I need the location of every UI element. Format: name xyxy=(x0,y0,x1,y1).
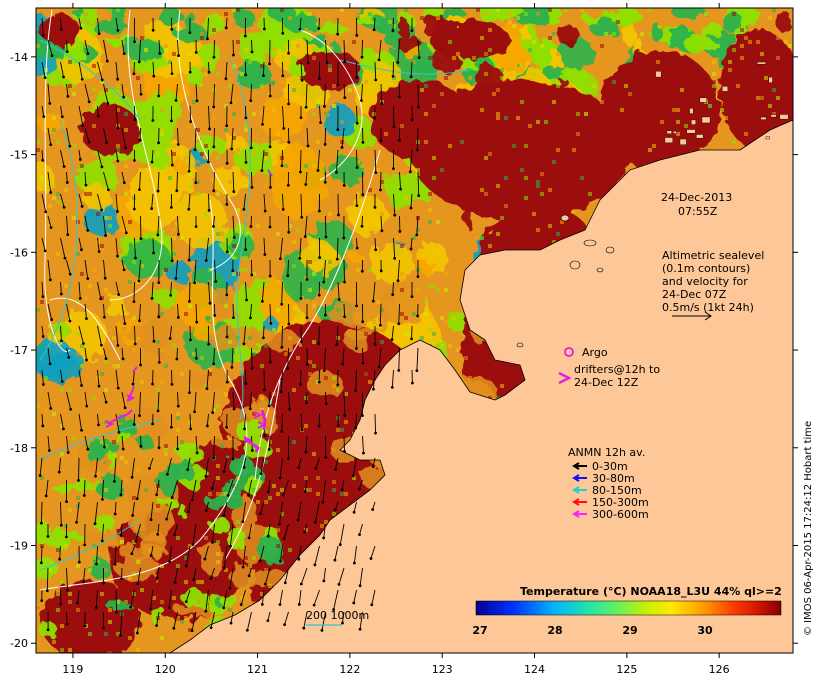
lon-tick-label: 125 xyxy=(616,663,637,676)
lat-tick-label: -17 xyxy=(10,344,28,357)
anmn-legend-item: 0-30m xyxy=(572,460,628,473)
anmn-item-label: 30-80m xyxy=(592,472,635,485)
anmn-item-label: 0-30m xyxy=(592,460,628,473)
scale-arrow-icon xyxy=(672,311,712,321)
anmn-item-label: 150-300m xyxy=(592,496,649,509)
drifter-line-2: 24-Dec 12Z xyxy=(574,376,639,389)
lat-tick-label: -14 xyxy=(10,51,28,64)
lon-tick-label: 122 xyxy=(339,663,360,676)
anmn-item-label: 80-150m xyxy=(592,484,642,497)
altimetry-legend: Altimetric sealevel (0.1m contours) and … xyxy=(662,249,764,321)
anmn-legend-item: 80-150m xyxy=(572,484,642,497)
anmn-legend-item: 300-600m xyxy=(572,508,649,521)
altimetry-line-1: Altimetric sealevel xyxy=(662,249,764,262)
argo-label: Argo xyxy=(582,346,608,359)
longitude-axis: 119 120 121 122 123 124 125 126 xyxy=(62,3,730,676)
latitude-axis: -14 -15 -16 -17 -18 -19 -20 xyxy=(10,51,798,650)
lat-tick-label: -15 xyxy=(10,149,28,162)
drifter-tracks xyxy=(105,169,273,453)
isobath-legend: 200 1000m xyxy=(306,609,369,626)
drifter-legend: drifters@12h to 24-Dec 12Z xyxy=(558,363,660,389)
colorbar-tick-label: 27 xyxy=(472,624,487,637)
velocity-arrows xyxy=(38,17,421,637)
colorbar-title: Temperature (°C) NOAA18_L3U 44% ql>=2 xyxy=(520,585,782,598)
lon-tick-label: 121 xyxy=(247,663,268,676)
altimetry-line-4: 24-Dec 07Z xyxy=(662,288,727,301)
lon-tick-label: 124 xyxy=(524,663,545,676)
lon-tick-label: 119 xyxy=(62,663,83,676)
lat-tick-label: -16 xyxy=(10,246,28,259)
altimetry-line-3: and velocity for xyxy=(662,275,748,288)
isobath-label: 200 1000m xyxy=(306,609,369,622)
lat-tick-label: -19 xyxy=(10,540,28,553)
lat-tick-label: -18 xyxy=(10,442,28,455)
drifter-chevron-icon xyxy=(558,371,572,385)
colorbar-tick-label: 30 xyxy=(697,624,713,637)
argo-legend: Argo xyxy=(564,346,608,359)
anmn-legend-item: 150-300m xyxy=(572,496,649,509)
colorbar-gradient xyxy=(475,600,782,616)
anmn-legend: ANMN 12h av. 0-30m30-80m80-150m150-300m3… xyxy=(568,446,649,521)
lon-tick-label: 123 xyxy=(432,663,453,676)
map-plot xyxy=(36,8,793,653)
lat-tick-label: -20 xyxy=(10,637,28,650)
anmn-legend-item: 30-80m xyxy=(572,472,635,485)
anmn-title: ANMN 12h av. xyxy=(568,446,645,459)
lon-tick-label: 126 xyxy=(709,663,730,676)
date-label: 24-Dec-2013 xyxy=(661,191,732,204)
drifter-line-1: drifters@12h to xyxy=(574,363,660,376)
lon-tick-label: 120 xyxy=(155,663,176,676)
altimetry-line-2: (0.1m contours) xyxy=(662,262,750,275)
argo-circle-icon xyxy=(564,347,574,357)
anmn-item-label: 300-600m xyxy=(592,508,649,521)
land-mass xyxy=(169,61,793,653)
colorbar-ticks: 27 28 29 30 xyxy=(472,624,713,637)
colorbar-tick-label: 28 xyxy=(547,624,562,637)
plot-frame xyxy=(35,7,794,654)
time-label: 07:55Z xyxy=(678,205,718,218)
altimetry-line-5: 0.5m/s (1kt 24h) xyxy=(662,301,754,314)
colorbar-tick-label: 29 xyxy=(622,624,637,637)
side-credit: © IMOS 06-Apr-2015 17:24:12 Hobart time xyxy=(803,421,814,636)
colorbar: Temperature (°C) NOAA18_L3U 44% ql>=2 27… xyxy=(472,585,781,637)
